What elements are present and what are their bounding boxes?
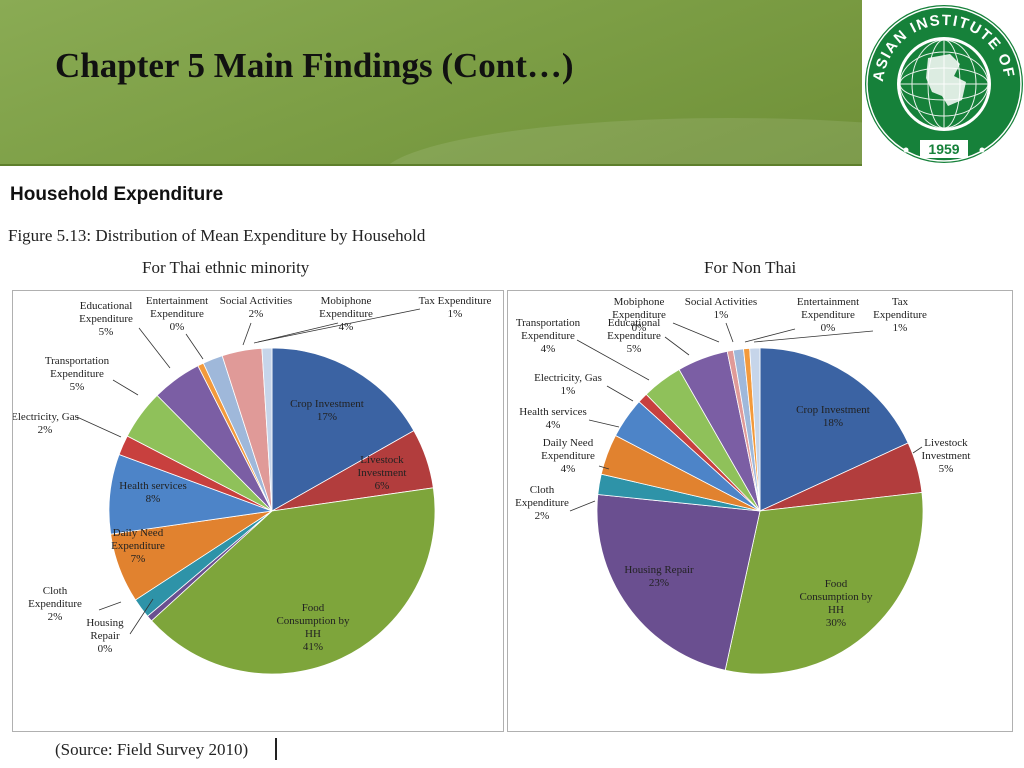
- slice-label-social-activities: Social Activities 1%: [685, 296, 757, 321]
- slice-label-food-consumption-by-hh: Food Consumption by HH 41%: [276, 602, 350, 653]
- slice-label-food-consumption-by-hh: Food Consumption by HH 30%: [799, 578, 873, 629]
- pie-slice-food-consumption-by-hh: [150, 487, 436, 675]
- slice-label-livestock-investment: Livestock Investment 6%: [358, 454, 407, 492]
- chart-title-non-thai: For Non Thai: [704, 258, 797, 277]
- slice-label-livestock-investment: Livestock Investment 5%: [922, 437, 971, 475]
- slice-label-entertainment-expenditure: Entertainment Expenditure 0%: [797, 296, 859, 334]
- slice-label-educational-expenditure: Educational Expenditure 5%: [79, 300, 133, 338]
- leader-line-housing-repair: [129, 598, 154, 635]
- slice-label-electricity-gas: Electricity, Gas 1%: [534, 372, 602, 397]
- leader-line-livestock-investment: [912, 446, 923, 454]
- leader-line-health-services: [588, 419, 620, 428]
- leader-line-entertainment-expenditure: [185, 333, 204, 360]
- slice-label-mobiphone-expenditure: Mobiphone Expenditure 4%: [319, 295, 373, 333]
- leader-line-electricity-gas: [606, 385, 634, 402]
- section-title: Household Expenditure: [10, 184, 224, 205]
- slice-label-crop-investment: Crop Investment 18%: [796, 404, 870, 429]
- leader-line-daily-need-expenditure: [598, 465, 610, 470]
- pie-slice-housing-repair: [596, 494, 761, 671]
- slice-label-housing-repair: Housing Repair 23%: [624, 564, 694, 589]
- leader-line-educational-expenditure: [138, 327, 171, 369]
- leader-line-mobiphone-expenditure: [672, 322, 720, 343]
- leader-line-educational-expenditure: [664, 336, 690, 356]
- pie-chart-thai: Crop Investment 17% Livestock Investment 6% F…: [12, 290, 504, 732]
- pie-slice-crop-investment: [759, 347, 909, 512]
- slice-label-electricity-gas: Electricity, Gas 2%: [13, 411, 79, 436]
- slice-label-mobiphone-expenditure: Mobiphone Expenditure 0%: [612, 296, 666, 334]
- pie-svg-non-thai: Crop Investment 18% Livestock Investment 5% F…: [515, 296, 971, 675]
- slice-label-tax-expenditure: Tax Expenditure 1%: [873, 296, 927, 334]
- slice-label-educational-expenditure: Educational Expenditure 5%: [607, 317, 661, 355]
- source-note: (Source: Field Survey 2010): [55, 740, 249, 759]
- slice-label-health-services: Health services 4%: [519, 406, 587, 431]
- banner-swoosh: [380, 118, 862, 166]
- slice-label-cloth-expenditure: Cloth Expenditure 2%: [515, 484, 569, 522]
- slice-label-entertainment-expenditure: Entertainment Expenditure 0%: [146, 295, 208, 333]
- pie-chart-non-thai: Crop Investment 18% Livestock Investment 5% F…: [507, 290, 1013, 732]
- leader-line-transportation-expenditure: [112, 379, 139, 396]
- leader-line-tax-expenditure: [257, 308, 421, 343]
- slice-label-crop-investment: Crop Investment 17%: [290, 398, 364, 423]
- banner-divider: [0, 164, 862, 166]
- slice-label-housing-repair: Housing Repair 0%: [86, 617, 124, 655]
- leader-line-social-activities: [242, 322, 252, 346]
- slice-label-tax-expenditure: Tax Expenditure 1%: [419, 295, 492, 320]
- leader-line-transportation-expenditure: [576, 339, 650, 381]
- slice-label-social-activities: Social Activities 2%: [220, 295, 292, 320]
- title-banner: Chapter 5 Main Findings (Cont…): [0, 0, 862, 166]
- pie-slice-tax-expenditure: [261, 347, 273, 512]
- pie-slice-food-consumption-by-hh: [724, 492, 924, 675]
- pie-svg-thai: Crop Investment 17% Livestock Investment 6% F…: [13, 295, 492, 675]
- slice-label-daily-need-expenditure: Daily Need Expenditure 4%: [541, 437, 595, 475]
- figure-caption: Figure 5.13: Distribution of Mean Expend…: [8, 226, 426, 245]
- slice-label-health-services: Health services 8%: [119, 480, 187, 505]
- slice-label-daily-need-expenditure: Daily Need Expenditure 7%: [111, 527, 165, 565]
- leader-line-electricity-gas: [76, 416, 122, 438]
- text-cursor: [275, 738, 277, 760]
- slice-label-transportation-expenditure: Transportation Expenditure 5%: [45, 355, 110, 393]
- ait-logo: ASIAN INSTITUTE OF TECHNOLOGY 1959: [855, 0, 1024, 166]
- leader-line-entertainment-expenditure: [744, 328, 796, 343]
- pie-slice-crop-investment: [271, 347, 415, 512]
- chart-title-thai: For Thai ethnic minority: [142, 258, 310, 277]
- leader-line-cloth-expenditure: [569, 500, 596, 512]
- slice-label-transportation-expenditure: Transportation Expenditure 4%: [516, 317, 581, 355]
- pie-slice-tax-expenditure: [749, 347, 761, 512]
- logo-year: 1959: [928, 141, 959, 157]
- slide-title: Chapter 5 Main Findings (Cont…): [55, 46, 574, 85]
- leader-line-social-activities: [725, 322, 734, 343]
- leader-line-cloth-expenditure: [98, 601, 122, 611]
- slice-label-cloth-expenditure: Cloth Expenditure 2%: [28, 585, 82, 623]
- ait-logo-emblem: ASIAN INSTITUTE OF TECHNOLOGY 1959: [855, 0, 1023, 163]
- leader-line-tax-expenditure: [753, 330, 874, 343]
